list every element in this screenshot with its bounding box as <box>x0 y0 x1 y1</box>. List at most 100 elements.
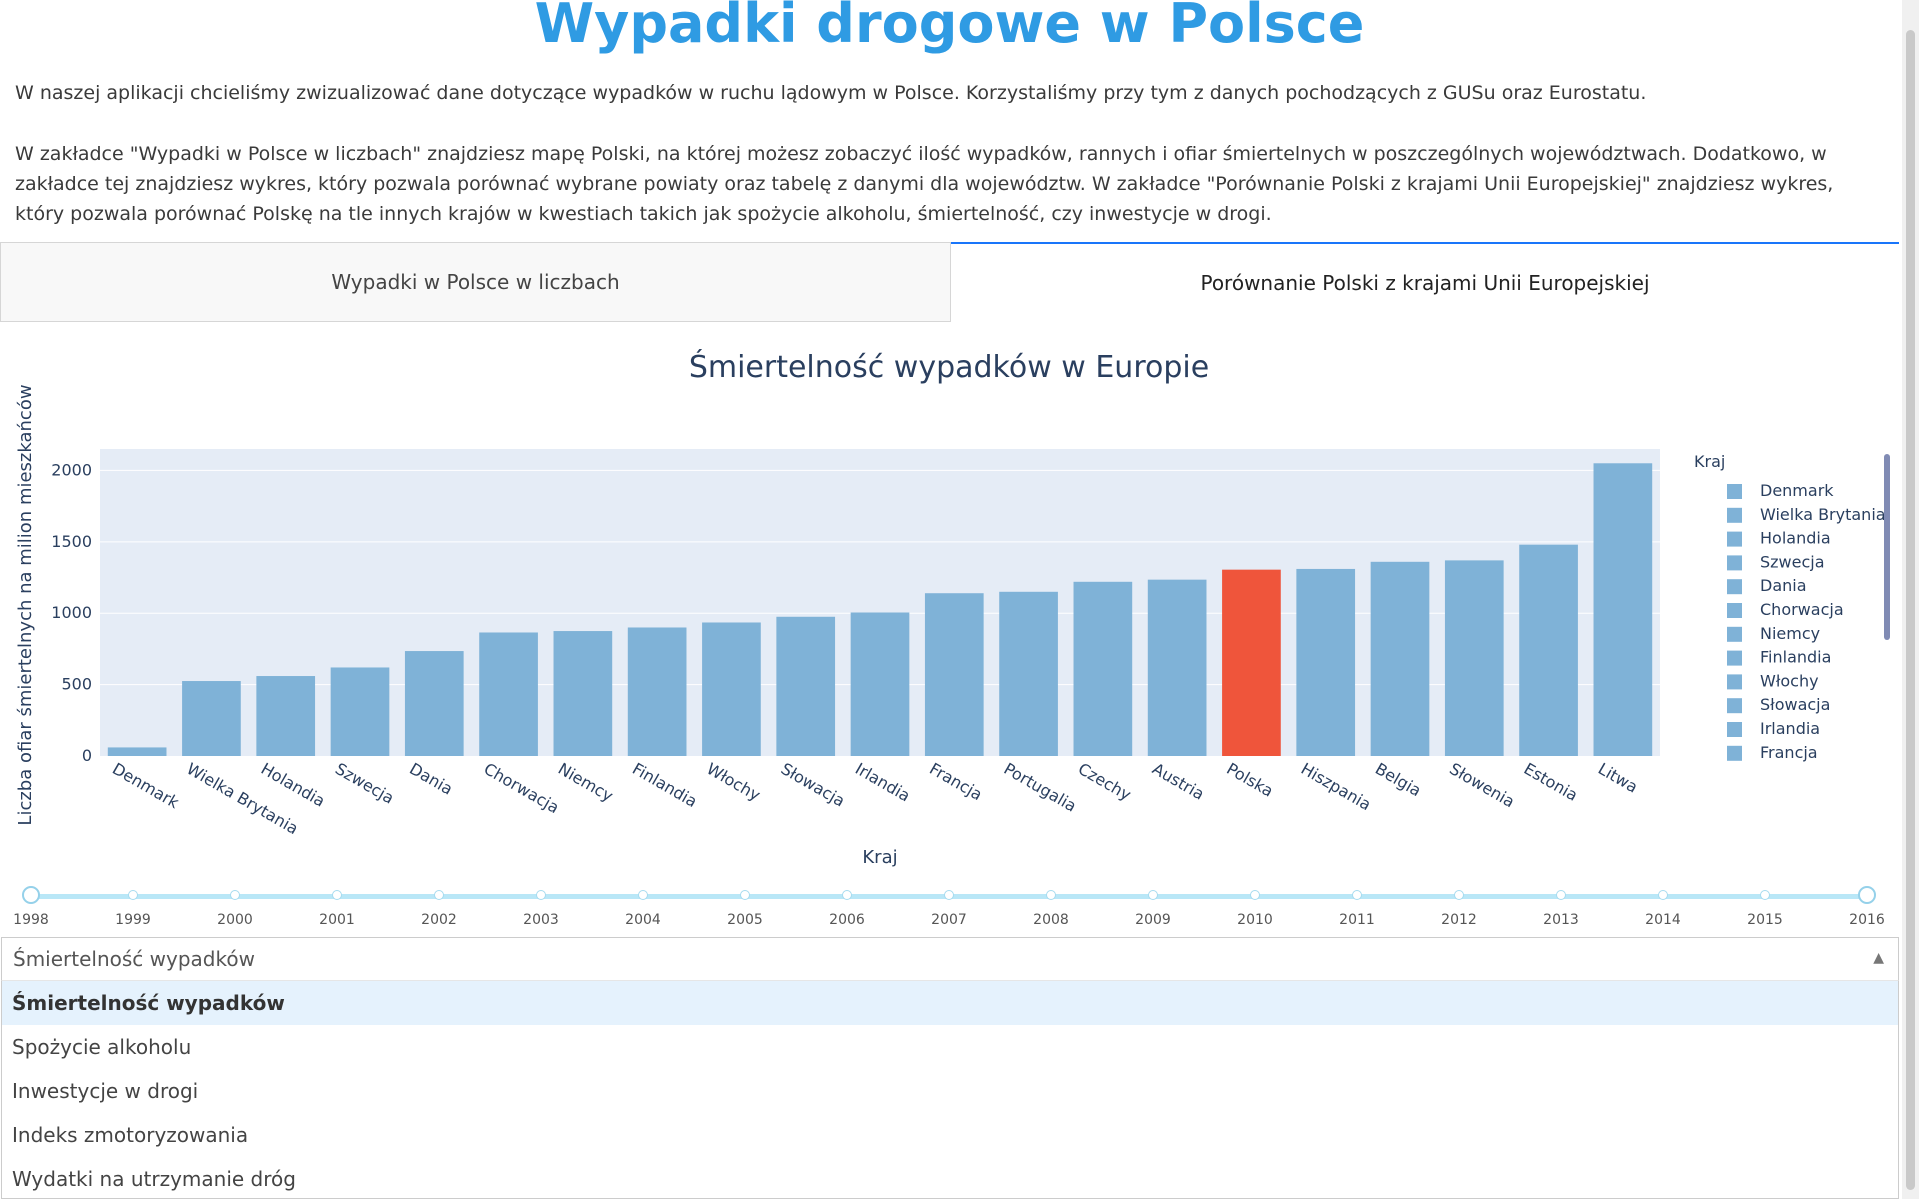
slider-year-label[interactable]: 2003 <box>523 912 559 928</box>
slider-mark[interactable] <box>332 890 342 900</box>
bar-dania[interactable] <box>404 651 464 756</box>
slider-mark[interactable] <box>1046 890 1056 900</box>
legend-label[interactable]: Denmark <box>1760 481 1834 500</box>
legend-label[interactable]: Dania <box>1760 576 1807 595</box>
slider-year-label[interactable]: 2000 <box>217 912 253 928</box>
legend-item[interactable]: Finlandia <box>1727 648 1831 667</box>
slider-handle-end[interactable] <box>1858 886 1876 904</box>
legend-item[interactable]: Słowacja <box>1727 695 1830 714</box>
legend-label[interactable]: Chorwacja <box>1760 600 1844 619</box>
slider-year-label[interactable]: 2013 <box>1543 912 1579 928</box>
bar-austria[interactable] <box>1147 579 1207 756</box>
slider-year-label[interactable]: 2012 <box>1441 912 1477 928</box>
legend-swatch[interactable] <box>1727 698 1742 714</box>
bar-chorwacja[interactable] <box>479 632 538 756</box>
dropdown-option[interactable]: Inwestycje w drogi <box>12 1079 199 1103</box>
slider-mark[interactable] <box>1454 890 1464 900</box>
slider-mark[interactable] <box>1760 890 1770 900</box>
bar-niemcy[interactable] <box>553 631 613 756</box>
legend-label[interactable]: Słowacja <box>1760 695 1830 714</box>
slider-mark[interactable] <box>1658 890 1668 900</box>
legend-item[interactable]: Włochy <box>1727 671 1819 690</box>
bar-portugalia[interactable] <box>999 591 1058 756</box>
bar-słowenia[interactable] <box>1444 560 1504 756</box>
legend-item[interactable]: Denmark <box>1727 481 1834 500</box>
slider-mark[interactable] <box>128 890 138 900</box>
slider-year-label[interactable]: 2001 <box>319 912 355 928</box>
legend-swatch[interactable] <box>1727 745 1742 761</box>
slider-year-label[interactable]: 2015 <box>1747 912 1783 928</box>
bar-belgia[interactable] <box>1370 561 1430 756</box>
slider-mark[interactable] <box>1556 890 1566 900</box>
legend-swatch[interactable] <box>1727 603 1742 618</box>
legend-item[interactable]: Holandia <box>1727 529 1831 548</box>
slider-year-label[interactable]: 1999 <box>115 912 151 928</box>
legend-label[interactable]: Niemcy <box>1760 624 1820 643</box>
bar-irlandia[interactable] <box>850 612 910 756</box>
dropdown-value[interactable]: Śmiertelność wypadków <box>13 947 255 971</box>
legend-item[interactable]: Dania <box>1727 576 1807 595</box>
year-range-slider[interactable]: 1998 1999 2000 2001 2002 2003 2004 2005 2006 2007… <box>0 880 1899 940</box>
bar-słowacja[interactable] <box>776 616 836 756</box>
slider-mark[interactable] <box>944 890 954 900</box>
legend-label[interactable]: Włochy <box>1760 671 1819 690</box>
slider-year-label[interactable]: 2011 <box>1339 912 1375 928</box>
tab-porownanie-ue[interactable]: Porównanie Polski z krajami Unii Europej… <box>951 242 1899 322</box>
bar-polska[interactable] <box>1222 569 1281 756</box>
slider-mark[interactable] <box>1148 890 1158 900</box>
dropdown-option[interactable]: Indeks zmotoryzowania <box>12 1123 249 1147</box>
page-scrollbar[interactable] <box>1902 0 1919 1199</box>
slider-mark[interactable] <box>1352 890 1362 900</box>
tab-wypadki-w-polsce[interactable]: Wypadki w Polsce w liczbach <box>0 242 951 322</box>
bar-szwecja[interactable] <box>330 667 390 756</box>
legend-label[interactable]: Wielka Brytania <box>1760 505 1886 524</box>
bar-włochy[interactable] <box>702 622 761 756</box>
bar-czechy[interactable] <box>1073 581 1133 756</box>
bar-holandia[interactable] <box>256 676 316 756</box>
slider-year-label[interactable]: 2004 <box>625 912 661 928</box>
slider-year-label[interactable]: 2005 <box>727 912 763 928</box>
legend-swatch[interactable] <box>1727 626 1742 642</box>
legend-item[interactable]: Szwecja <box>1727 552 1825 571</box>
slider-year-label[interactable]: 2002 <box>421 912 457 928</box>
slider-year-label[interactable]: 1998 <box>13 912 49 928</box>
legend-label[interactable]: Szwecja <box>1760 552 1825 571</box>
legend-swatch[interactable] <box>1727 531 1742 547</box>
legend-swatch[interactable] <box>1727 555 1742 571</box>
bar-francja[interactable] <box>924 593 984 756</box>
dropdown-option[interactable]: Wydatki na utrzymanie dróg <box>12 1167 296 1191</box>
metric-dropdown[interactable]: Śmiertelność wypadków ▲ <box>1 937 1899 981</box>
legend-item[interactable]: Francja <box>1727 743 1818 762</box>
legend-scrollbar[interactable] <box>1884 454 1890 640</box>
caret-up-icon[interactable]: ▲ <box>1873 950 1884 966</box>
legend-swatch[interactable] <box>1727 722 1742 737</box>
bar-finlandia[interactable] <box>627 627 687 756</box>
slider-year-label[interactable]: 2008 <box>1033 912 1069 928</box>
legend-item[interactable]: Niemcy <box>1727 624 1820 643</box>
bar-hiszpania[interactable] <box>1296 568 1356 756</box>
slider-mark[interactable] <box>740 890 750 900</box>
slider-mark[interactable] <box>1250 890 1260 900</box>
legend-swatch[interactable] <box>1727 484 1742 499</box>
slider-year-label[interactable]: 2010 <box>1237 912 1273 928</box>
dropdown-option[interactable]: Spożycie alkoholu <box>12 1035 192 1059</box>
bar-denmark[interactable] <box>107 747 167 756</box>
legend-label[interactable]: Francja <box>1760 743 1818 762</box>
legend-item[interactable]: Wielka Brytania <box>1727 505 1886 524</box>
slider-mark[interactable] <box>230 890 240 900</box>
legend-item[interactable]: Irlandia <box>1727 719 1820 738</box>
legend-swatch[interactable] <box>1727 507 1742 523</box>
legend-label[interactable]: Finlandia <box>1760 648 1831 667</box>
bar-litwa[interactable] <box>1593 463 1653 756</box>
legend-swatch[interactable] <box>1727 650 1742 666</box>
slider-handle-start[interactable] <box>22 886 40 904</box>
slider-year-label[interactable]: 2009 <box>1135 912 1171 928</box>
legend-item[interactable]: Chorwacja <box>1727 600 1844 619</box>
bar-estonia[interactable] <box>1519 544 1578 756</box>
legend-label[interactable]: Irlandia <box>1760 719 1820 738</box>
page-scrollbar-thumb[interactable] <box>1906 30 1915 1190</box>
legend-swatch[interactable] <box>1727 674 1742 690</box>
legend-label[interactable]: Holandia <box>1760 529 1831 548</box>
slider-year-label[interactable]: 2016 <box>1849 912 1885 928</box>
slider-year-label[interactable]: 2007 <box>931 912 967 928</box>
